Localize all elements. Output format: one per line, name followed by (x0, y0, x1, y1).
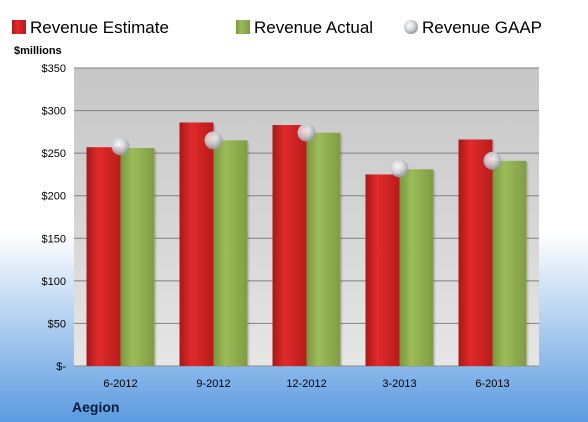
x-axis-ticks: 6-2012 9-2012 12-2012 3-2013 6-2013 (103, 378, 509, 390)
gaap-markers (111, 123, 502, 178)
y-tick-label: $- (56, 361, 66, 373)
company-label: Aegion (72, 399, 119, 415)
bar-revenue-actual-9-2012 (213, 140, 248, 366)
bar-revenue-estimate-6-2012 (86, 147, 121, 366)
y-axis-ticks: $- $50 $100 $150 $200 $250 $300 $350 (42, 63, 67, 373)
y-tick-label: $350 (42, 63, 66, 75)
legend-swatch-revenue-actual (236, 20, 250, 34)
x-tick-label: 6-2013 (475, 378, 509, 390)
marker-revenue-gaap-12-2012 (297, 123, 316, 142)
y-tick-label: $150 (42, 233, 66, 245)
marker-revenue-gaap-3-2013 (390, 159, 409, 178)
bar-revenue-estimate-3-2013 (365, 174, 400, 366)
bar-revenue-actual-3-2013 (399, 169, 434, 366)
legend-label-revenue-estimate: Revenue Estimate (30, 18, 169, 37)
y-tick-label: $200 (42, 191, 66, 203)
x-tick-label: 6-2012 (103, 378, 137, 390)
y-tick-label: $250 (42, 148, 66, 160)
y-tick-label: $300 (42, 106, 66, 118)
y-tick-label: $100 (42, 276, 66, 288)
bar-revenue-actual-6-2012 (120, 148, 155, 366)
legend-label-revenue-actual: Revenue Actual (254, 18, 373, 37)
bar-revenue-actual-12-2012 (306, 132, 341, 366)
bar-revenue-estimate-9-2012 (179, 122, 214, 367)
bar-revenue-estimate-6-2013 (458, 139, 493, 366)
legend-swatch-revenue-gaap (404, 20, 418, 34)
bar-revenue-actual-6-2013 (492, 160, 527, 366)
x-tick-label: 9-2012 (196, 378, 230, 390)
marker-revenue-gaap-6-2013 (483, 151, 502, 170)
legend-label-revenue-gaap: Revenue GAAP (422, 18, 542, 37)
y-axis-unit-label: $millions (14, 45, 62, 57)
bar-revenue-estimate-12-2012 (272, 125, 307, 366)
bars (86, 122, 529, 367)
marker-revenue-gaap-9-2012 (204, 131, 223, 150)
y-tick-label: $50 (48, 318, 66, 330)
x-tick-label: 3-2013 (382, 378, 416, 390)
legend: Revenue Estimate Revenue Actual Revenue GA… (12, 18, 542, 37)
x-tick-label: 12-2012 (286, 378, 326, 390)
marker-revenue-gaap-6-2012 (111, 137, 130, 156)
legend-swatch-revenue-estimate (12, 20, 26, 34)
